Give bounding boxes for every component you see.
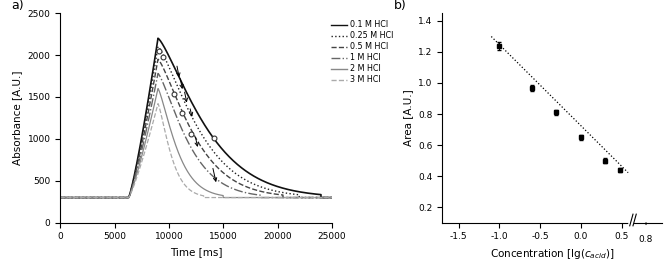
X-axis label: Concentration [lg($c_{acid}$)]: Concentration [lg($c_{acid}$)] [490, 247, 615, 261]
Text: 0.8: 0.8 [639, 235, 653, 244]
Y-axis label: Absorbance [A.U.]: Absorbance [A.U.] [12, 71, 22, 165]
Text: a): a) [11, 0, 24, 12]
Legend: 0.1 M HCl, 0.25 M HCl, 0.5 M HCl, 1 M HCl, 2 M HCl, 3 M HCl: 0.1 M HCl, 0.25 M HCl, 0.5 M HCl, 1 M HC… [328, 17, 397, 88]
Y-axis label: Area [A.U.]: Area [A.U.] [403, 90, 413, 146]
Text: b): b) [394, 0, 407, 12]
X-axis label: Time [ms]: Time [ms] [170, 247, 222, 257]
